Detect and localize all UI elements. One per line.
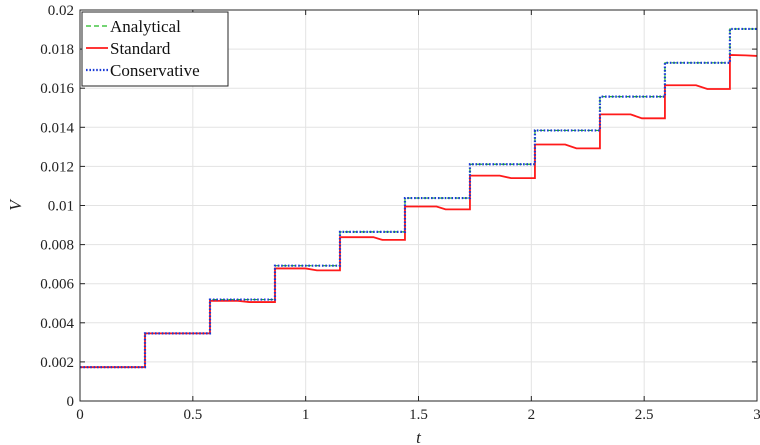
y-axis-label: V [6, 198, 25, 211]
x-tick-label: 2 [528, 407, 536, 423]
series-layer [80, 27, 758, 369]
axes [79, 9, 758, 402]
y-tick-label: 0.016 [40, 81, 74, 97]
y-tick-label: 0.01 [48, 199, 74, 215]
y-tick-label: 0.008 [40, 238, 74, 254]
legend-label-standard: Standard [110, 39, 171, 58]
x-tick-label: 0 [76, 407, 84, 423]
legend-box [81, 11, 229, 87]
y-tick-label: 0.018 [40, 42, 74, 58]
y-tick-label: 0.012 [40, 159, 74, 175]
y-tick-label: 0.002 [40, 355, 74, 371]
y-tick-label: 0.014 [40, 120, 74, 136]
legend: Analytical Standard Conservative [81, 11, 229, 87]
legend-label-conservative: Conservative [110, 61, 200, 80]
y-tick-label: 0 [67, 394, 75, 410]
x-tick-label: 2.5 [635, 407, 654, 423]
x-axis-label: t [416, 428, 422, 445]
series-line-standard [80, 54, 758, 369]
legend-label-analytical: Analytical [110, 17, 181, 36]
y-tick-label: 0.004 [40, 316, 74, 332]
tick-labels: 0 0.5 1 1.5 2 2.5 3 0 0.002 0.004 0.006 0.008 0.01 0.… [40, 3, 760, 423]
x-tick-label: 3 [753, 407, 760, 423]
y-tick-label: 0.006 [40, 277, 74, 293]
x-tick-label: 1 [302, 407, 310, 423]
y-tick-label: 0.02 [48, 3, 74, 19]
series-line-conservative [80, 27, 757, 369]
x-tick-label: 0.5 [183, 407, 202, 423]
x-tick-label: 1.5 [409, 407, 428, 423]
